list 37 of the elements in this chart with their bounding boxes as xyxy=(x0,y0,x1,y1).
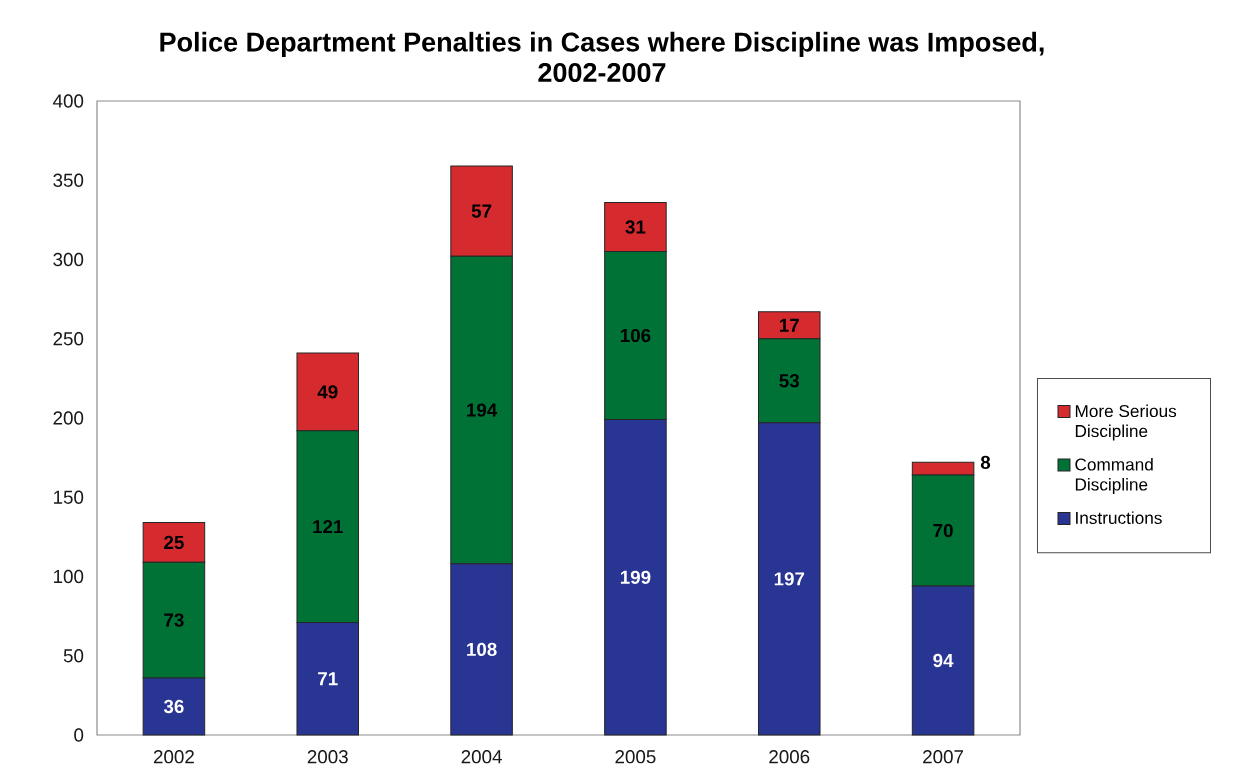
y-tick-label: 50 xyxy=(63,649,84,663)
y-tick-label: 100 xyxy=(54,569,84,584)
x-tick-label: 2006 xyxy=(769,750,810,764)
legend-label: Command Discipline xyxy=(1075,457,1153,494)
data-label: 70 xyxy=(933,523,953,538)
x-tick-label: 2003 xyxy=(307,750,348,764)
data-label: 108 xyxy=(467,642,497,657)
data-label: 197 xyxy=(774,572,805,586)
legend-label: More Serious Discipline xyxy=(1075,404,1177,441)
x-tick-label: 2004 xyxy=(461,750,502,764)
data-label: 36 xyxy=(163,699,184,714)
data-label: 31 xyxy=(625,220,646,234)
data-label: 8 xyxy=(980,455,991,470)
data-label: 25 xyxy=(164,535,184,550)
y-tick-label: 200 xyxy=(53,411,84,425)
data-label: 199 xyxy=(620,570,651,584)
data-label: 94 xyxy=(933,653,954,668)
y-tick-label: 250 xyxy=(53,332,84,346)
y-tick-label: 0 xyxy=(74,728,84,742)
chart-title: Police Department Penalties in Cases where Discipline was Imposed, 2002-2007 xyxy=(160,31,1044,83)
x-tick-label: 2005 xyxy=(615,750,656,764)
data-label: 106 xyxy=(620,328,651,343)
x-tick-label: 2002 xyxy=(153,750,194,764)
data-label: 53 xyxy=(779,374,800,388)
data-label: 17 xyxy=(779,318,799,332)
data-label: 57 xyxy=(471,204,492,218)
data-label: 49 xyxy=(317,385,338,399)
legend-label: Instructions xyxy=(1076,511,1162,525)
y-tick-label: 400 xyxy=(53,94,84,108)
x-tick-label: 2007 xyxy=(923,750,964,764)
y-tick-label: 350 xyxy=(53,173,84,187)
data-label: 121 xyxy=(313,520,343,534)
data-label: 71 xyxy=(318,672,338,686)
data-label: 194 xyxy=(467,403,498,417)
y-tick-label: 150 xyxy=(54,490,84,504)
data-label: 73 xyxy=(164,613,184,627)
y-tick-label: 300 xyxy=(53,252,84,267)
